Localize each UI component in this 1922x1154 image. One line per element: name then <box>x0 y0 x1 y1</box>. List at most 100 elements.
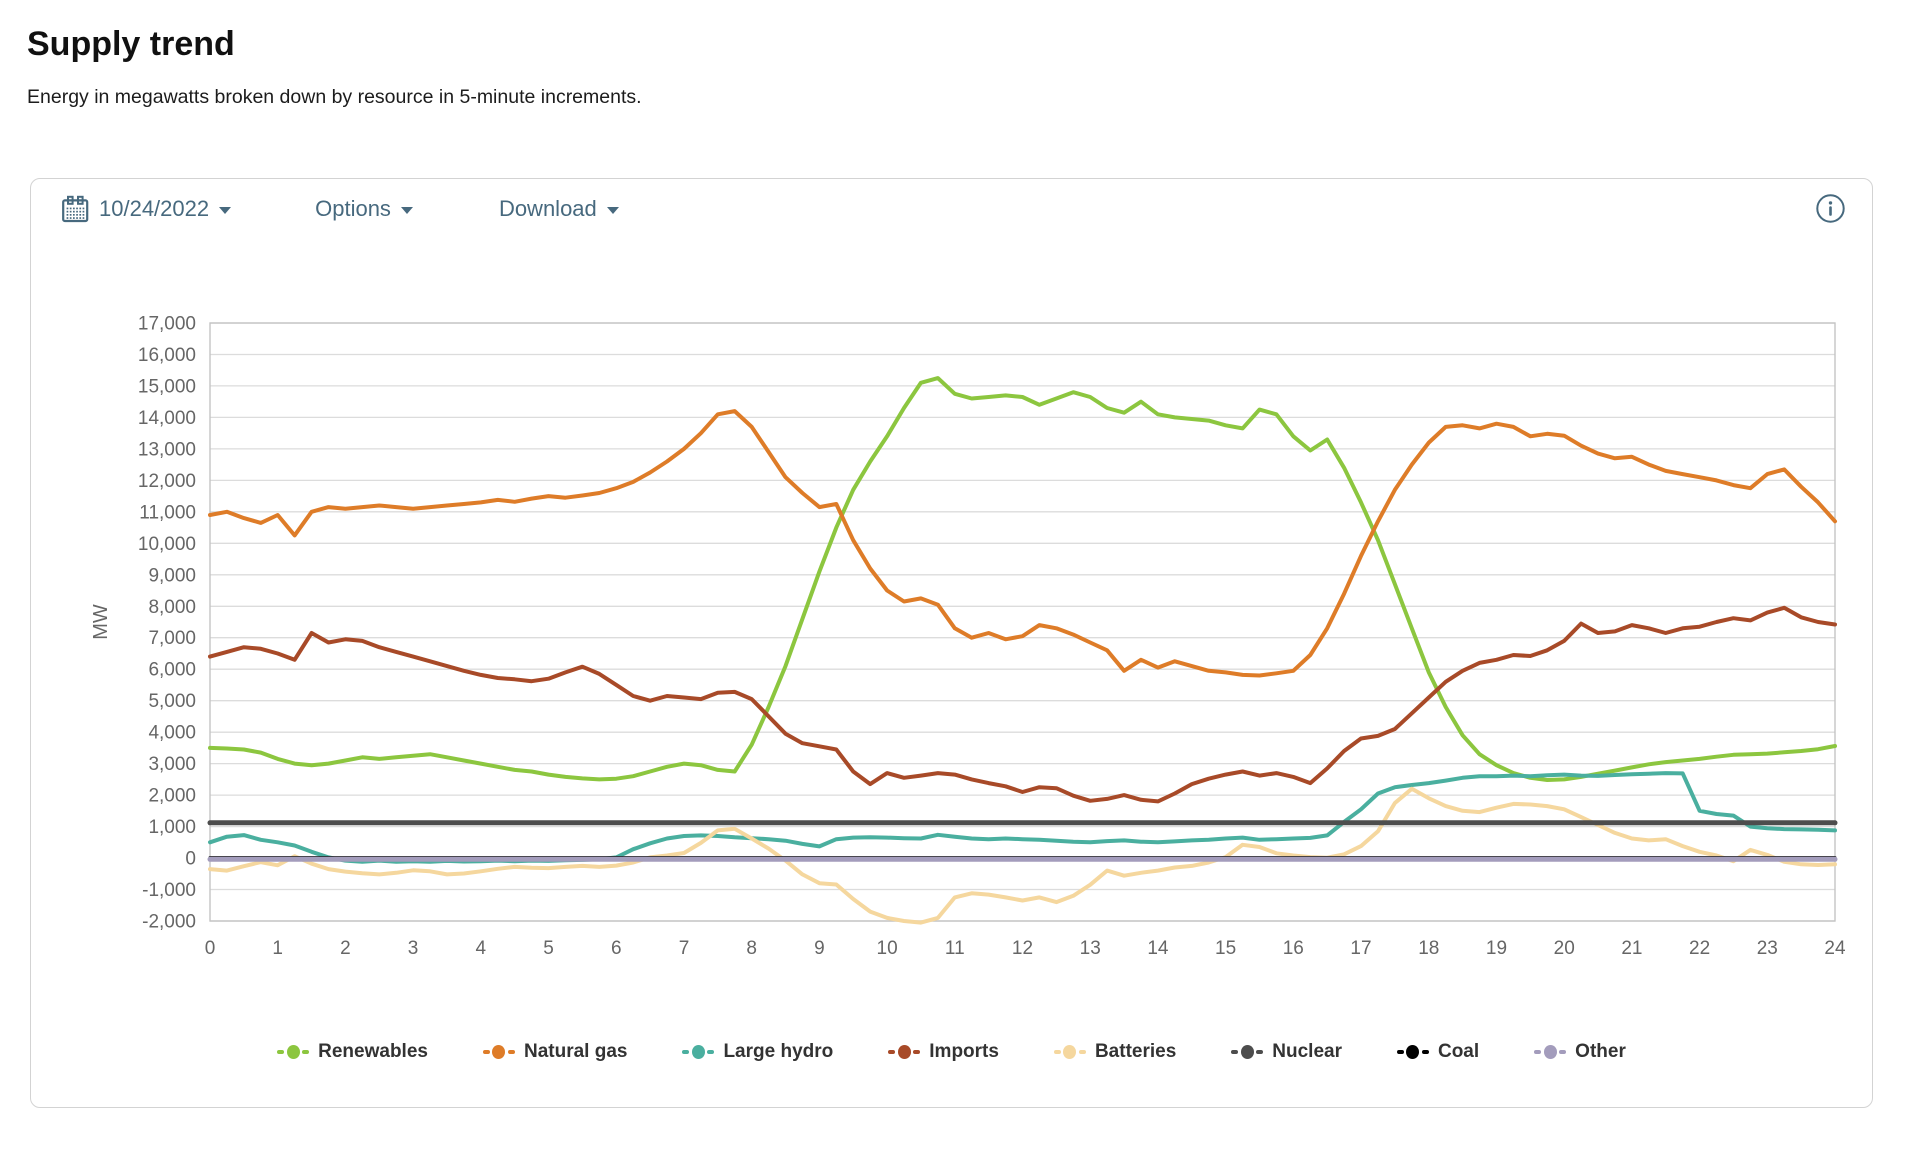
legend-dot <box>691 1045 705 1059</box>
y-tick-label: 7,000 <box>148 628 196 649</box>
x-tick-label: 24 <box>1824 938 1846 959</box>
legend-dot <box>1543 1045 1557 1059</box>
y-axis-label: MW <box>90 604 112 640</box>
legend-dash <box>277 1050 285 1054</box>
legend-marker-imports <box>888 1045 921 1059</box>
chart-card: 10/24/2022 Options Download 17,000 16,000 <box>30 178 1873 1108</box>
legend-marker-batteries <box>1053 1045 1086 1059</box>
y-tick-label: 16,000 <box>138 345 196 366</box>
legend-dash <box>482 1050 490 1054</box>
legend-dash <box>1559 1050 1567 1054</box>
x-tick-label: 3 <box>408 938 419 959</box>
legend-dash <box>1396 1050 1404 1054</box>
legend-marker-nuclear <box>1231 1045 1264 1059</box>
legend-label: Renewables <box>318 1041 428 1062</box>
x-tick-label: 16 <box>1283 938 1304 959</box>
page-subtitle: Energy in megawatts broken down by resou… <box>27 86 642 108</box>
x-tick-label: 5 <box>543 938 554 959</box>
series-line-renewables <box>208 376 1837 782</box>
x-tick-label: 0 <box>205 938 216 959</box>
download-button[interactable]: Download <box>499 196 619 222</box>
legend-dot <box>1240 1045 1254 1059</box>
series-line-natural-gas <box>208 409 1837 678</box>
y-tick-label: 10,000 <box>138 534 196 555</box>
legend-dash <box>682 1050 690 1054</box>
chart-area: 17,000 16,000 15,000 14,000 13,000 1 2,000 11,0… <box>31 224 1872 991</box>
y-tick-label: 13,000 <box>138 439 196 460</box>
x-tick-label: 8 <box>746 938 757 959</box>
legend-label: Natural gas <box>523 1041 628 1062</box>
y-tick-label: 2,000 <box>148 786 196 807</box>
legend-item-coal[interactable]: Coal <box>1396 1041 1480 1063</box>
legend-label: Coal <box>1437 1041 1480 1062</box>
x-tick-label: 19 <box>1486 938 1507 959</box>
options-label: Options <box>315 195 391 221</box>
legend-marker-large-hydro <box>682 1045 715 1059</box>
x-tick-label: 20 <box>1554 938 1575 959</box>
legend-dash <box>1421 1050 1429 1054</box>
legend-item-imports[interactable]: Imports <box>888 1041 999 1063</box>
legend-item-other[interactable]: Other <box>1534 1041 1626 1063</box>
x-tick-label: 1 <box>272 938 283 959</box>
legend-dash <box>1534 1050 1542 1054</box>
legend-dash <box>1053 1050 1061 1054</box>
y-tick-label: 1,000 <box>148 817 196 838</box>
legend-dash <box>1231 1050 1239 1054</box>
x-tick-label: 15 <box>1215 938 1236 959</box>
legend-item-large-hydro[interactable]: Large hydro <box>682 1041 833 1063</box>
y-tick-label: 3,000 <box>148 754 196 775</box>
y-tick-label: 4,000 <box>148 723 196 744</box>
caret-down-icon <box>606 206 619 214</box>
series-line-imports <box>208 605 1837 804</box>
legend-marker-coal <box>1396 1045 1429 1059</box>
y-tick-label: 15,000 <box>138 376 196 397</box>
legend-dash <box>888 1050 896 1054</box>
y-tick-label: 0 <box>185 849 196 870</box>
page-title: Supply trend <box>27 25 235 63</box>
x-tick-label: 14 <box>1147 938 1169 959</box>
legend-item-nuclear[interactable]: Nuclear <box>1231 1041 1342 1063</box>
date-picker-button[interactable]: 10/24/2022 <box>61 195 232 223</box>
series-line-large-hydro <box>208 771 1837 864</box>
series-line-batteries <box>208 786 1837 925</box>
y-tick-label: 5,000 <box>148 691 196 712</box>
y-tick-label: 6,000 <box>148 660 196 681</box>
y-tick-label: 11,000 <box>139 502 196 523</box>
legend-label: Batteries <box>1094 1041 1177 1062</box>
x-tick-label: 21 <box>1621 938 1642 959</box>
y-tick-label: 14,000 <box>138 408 196 429</box>
x-tick-label: 17 <box>1350 938 1371 959</box>
info-icon[interactable] <box>1815 193 1846 224</box>
legend-marker-renewables <box>277 1045 310 1059</box>
x-tick-label: 13 <box>1080 938 1101 959</box>
legend-item-renewables[interactable]: Renewables <box>277 1041 428 1063</box>
legend-label: Imports <box>929 1041 999 1062</box>
legend-label: Nuclear <box>1272 1041 1342 1062</box>
legend-dash <box>1256 1050 1264 1054</box>
x-tick-label: 2 <box>340 938 351 959</box>
legend-dot <box>1406 1045 1420 1059</box>
options-button[interactable]: Options <box>315 196 413 222</box>
supply-trend-chart: 17,000 16,000 15,000 14,000 13,000 1 2,000 11,0… <box>90 314 1846 960</box>
caret-down-icon <box>400 206 413 214</box>
legend-item-batteries[interactable]: Batteries <box>1053 1041 1177 1063</box>
legend-dot <box>1063 1045 1077 1059</box>
caret-down-icon <box>219 206 232 214</box>
x-tick-label: 9 <box>814 938 825 959</box>
y-tick-label: 17,000 <box>138 314 196 335</box>
chart-toolbar: 10/24/2022 Options Download <box>31 179 1872 224</box>
legend-dot <box>286 1045 300 1059</box>
legend-item-natural-gas[interactable]: Natural gas <box>482 1041 628 1063</box>
x-tick-label: 11 <box>945 938 965 959</box>
x-tick-label: 18 <box>1418 938 1439 959</box>
chart-legend: Renewables Natural gas Large hydro Imports B… <box>31 1041 1872 1107</box>
legend-dot <box>897 1045 911 1059</box>
legend-dash <box>913 1050 921 1054</box>
y-tick-label: -2,000 <box>142 912 196 933</box>
legend-label: Large hydro <box>723 1041 834 1062</box>
y-tick-label: -1,000 <box>142 880 196 901</box>
date-picker-value: 10/24/2022 <box>99 195 210 221</box>
legend-dot <box>492 1045 506 1059</box>
download-label: Download <box>498 195 597 221</box>
